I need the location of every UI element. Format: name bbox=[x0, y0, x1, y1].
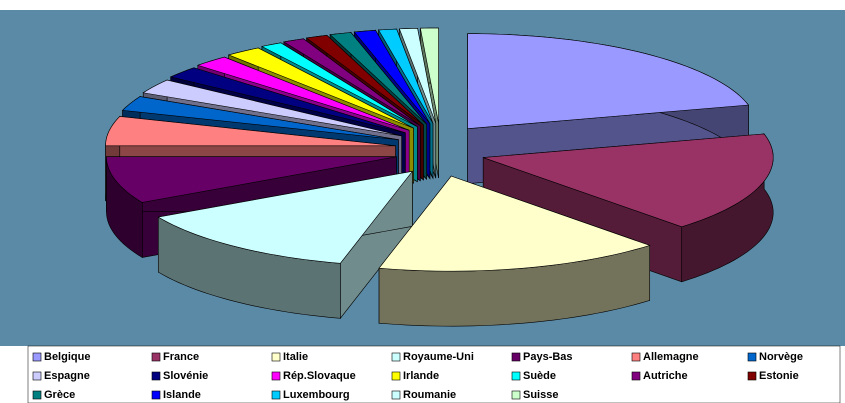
slice-top bbox=[105, 116, 396, 147]
slice-top bbox=[420, 27, 439, 124]
legend-swatch bbox=[511, 352, 521, 362]
slice-top bbox=[398, 28, 437, 124]
legend-swatch bbox=[271, 390, 281, 400]
legend-label: Estonie bbox=[759, 370, 799, 382]
legend-swatch bbox=[271, 352, 281, 362]
slice-top bbox=[467, 33, 750, 129]
slice bbox=[482, 132, 774, 283]
legend-box bbox=[27, 345, 841, 403]
legend-label: Espagne bbox=[44, 370, 90, 382]
slice-top bbox=[169, 67, 406, 134]
legend-label: Roumanie bbox=[403, 389, 456, 401]
slice bbox=[157, 170, 414, 320]
legend-label: Rép.Slovaque bbox=[283, 370, 356, 382]
legend-label: Luxembourg bbox=[283, 389, 350, 401]
slice-top bbox=[305, 34, 424, 126]
slice-top bbox=[483, 133, 774, 228]
slice-top bbox=[261, 42, 418, 127]
slice-top bbox=[378, 28, 434, 124]
slice-top bbox=[227, 47, 414, 129]
legend-swatch bbox=[391, 390, 401, 400]
slice-top bbox=[106, 156, 397, 203]
legend-swatch bbox=[747, 352, 757, 362]
legend-label: Grèce bbox=[44, 389, 75, 401]
legend-label: Irlande bbox=[403, 370, 439, 382]
legend-swatch bbox=[151, 352, 161, 362]
legend-label: Pays-Bas bbox=[523, 351, 573, 363]
legend-label: Royaume-Uni bbox=[403, 351, 474, 363]
slice-top bbox=[353, 30, 431, 124]
legend-swatch bbox=[151, 390, 161, 400]
legend-label: Islande bbox=[163, 389, 201, 401]
legend-swatch bbox=[631, 371, 641, 381]
legend-swatch bbox=[32, 352, 42, 362]
slice-top bbox=[378, 175, 651, 272]
slice-top bbox=[282, 38, 421, 126]
legend-swatch bbox=[747, 371, 757, 381]
legend-label: Belgique bbox=[44, 351, 90, 363]
legend-label: Italie bbox=[283, 351, 308, 363]
legend-label: Slovénie bbox=[163, 370, 208, 382]
slice-top bbox=[142, 79, 402, 137]
slice-top bbox=[196, 56, 410, 131]
legend-swatch bbox=[391, 371, 401, 381]
slice-top bbox=[121, 96, 399, 140]
slice-top bbox=[157, 170, 414, 264]
legend-swatch bbox=[391, 352, 401, 362]
legend-label: Autriche bbox=[643, 370, 688, 382]
legend-label: France bbox=[163, 351, 199, 363]
legend-swatch bbox=[631, 352, 641, 362]
legend-label: Suisse bbox=[523, 389, 558, 401]
legend-swatch bbox=[32, 390, 42, 400]
legend-swatch bbox=[511, 371, 521, 381]
legend-label: Suède bbox=[523, 370, 556, 382]
legend-swatch bbox=[151, 371, 161, 381]
legend-swatch bbox=[271, 371, 281, 381]
legend-label: Norvège bbox=[759, 351, 803, 363]
slice bbox=[378, 175, 651, 327]
slice-top bbox=[329, 32, 427, 125]
legend-swatch bbox=[511, 390, 521, 400]
legend-swatch bbox=[32, 371, 42, 381]
legend-label: Allemagne bbox=[643, 351, 699, 363]
